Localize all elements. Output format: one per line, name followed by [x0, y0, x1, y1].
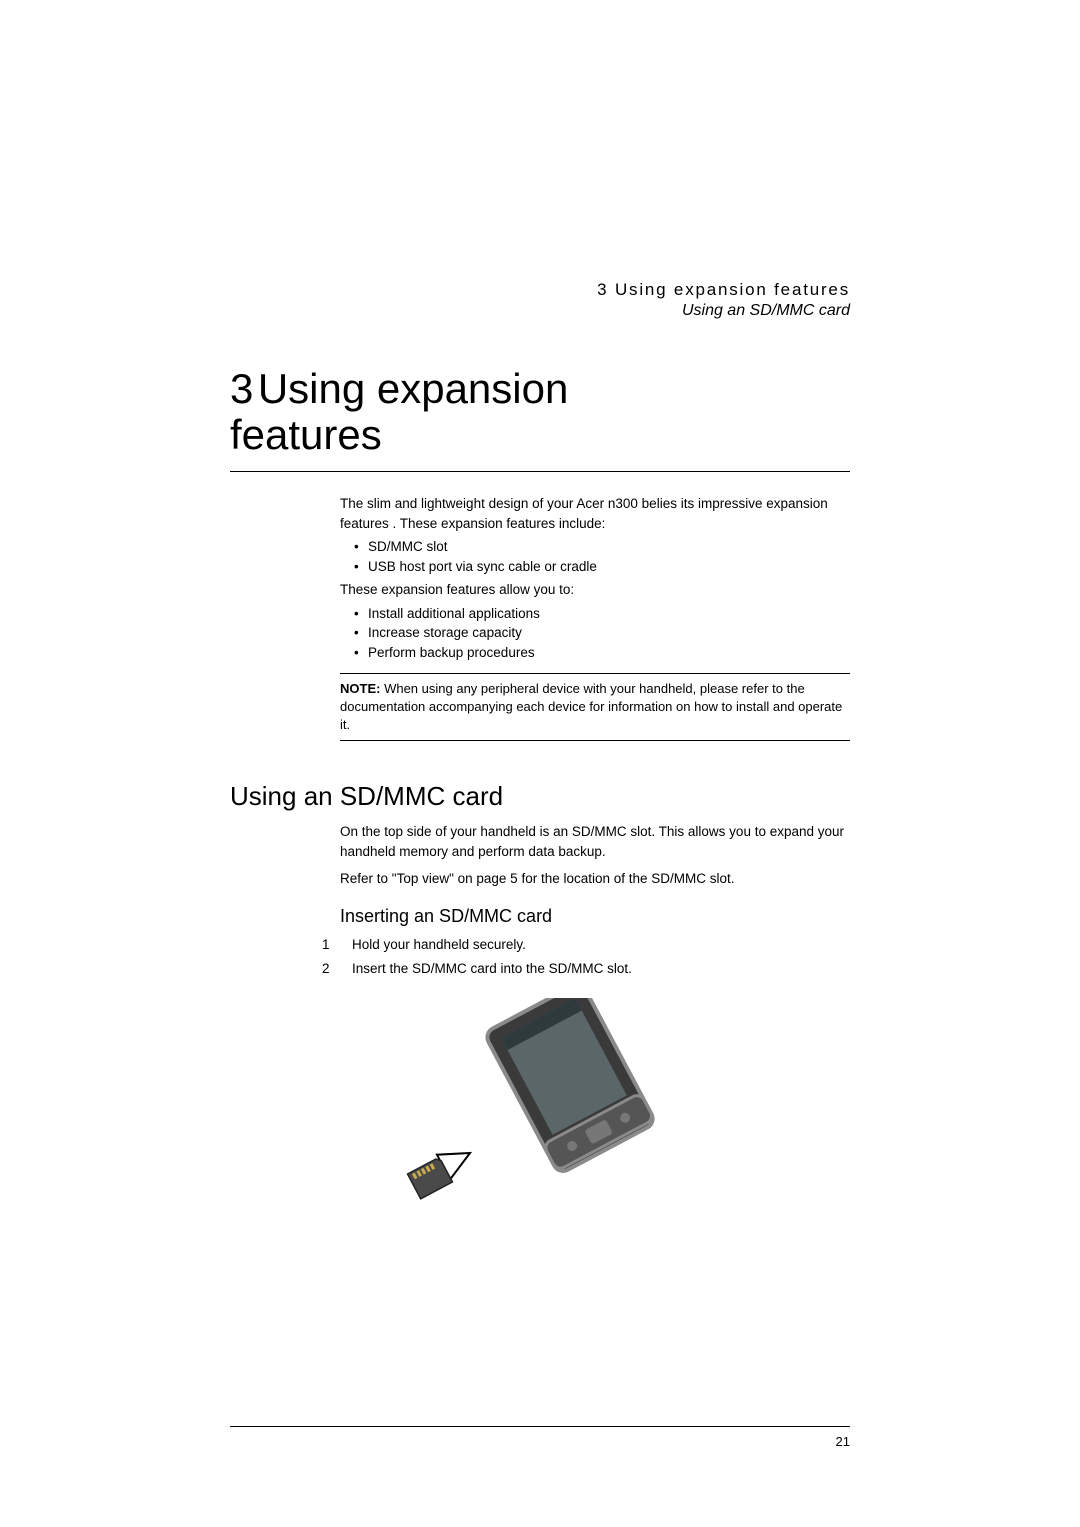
step-text: Hold your handheld securely.	[352, 935, 526, 955]
chapter-title: 3 Using expansion features	[230, 365, 850, 472]
bullet-item: SD/MMC slot	[354, 537, 850, 557]
section-body: On the top side of your handheld is an S…	[340, 822, 850, 1208]
step-text: Insert the SD/MMC card into the SD/MMC s…	[352, 959, 632, 979]
bullet-item: USB host port via sync cable or cradle	[354, 557, 850, 577]
section-paragraph-2: Refer to "Top view" on page 5 for the lo…	[340, 869, 850, 889]
note-box: NOTE: When using any peripheral device w…	[340, 673, 850, 742]
note-label: NOTE:	[340, 681, 380, 696]
sd-card-illustration	[400, 998, 700, 1208]
section-paragraph-1: On the top side of your handheld is an S…	[340, 822, 850, 861]
note-text: When using any peripheral device with yo…	[340, 681, 842, 732]
chapter-title-line2: features	[230, 413, 850, 457]
steps-list: 1 Hold your handheld securely. 2 Insert …	[322, 935, 850, 978]
step-item: 2 Insert the SD/MMC card into the SD/MMC…	[322, 959, 850, 979]
intro-bullets-2: Install additional applications Increase…	[354, 604, 850, 663]
page-number: 21	[836, 1434, 850, 1449]
intro-bullets-1: SD/MMC slot USB host port via sync cable…	[354, 537, 850, 576]
chapter-title-line1: Using expansion	[258, 365, 569, 412]
header-chapter-ref: 3 Using expansion features	[597, 280, 850, 300]
chapter-number: 3	[230, 365, 253, 412]
section-heading: Using an SD/MMC card	[230, 781, 850, 812]
intro-block: The slim and lightweight design of your …	[340, 494, 850, 741]
bullet-item: Perform backup procedures	[354, 643, 850, 663]
running-header: 3 Using expansion features Using an SD/M…	[597, 280, 850, 320]
header-section-ref: Using an SD/MMC card	[597, 302, 850, 320]
footer-rule	[230, 1426, 850, 1427]
intro-paragraph-1: The slim and lightweight design of your …	[340, 494, 850, 533]
subsection-heading: Inserting an SD/MMC card	[340, 903, 850, 929]
bullet-item: Install additional applications	[354, 604, 850, 624]
bullet-item: Increase storage capacity	[354, 623, 850, 643]
device-svg	[400, 998, 700, 1208]
document-page: 3 Using expansion features Using an SD/M…	[0, 0, 1080, 1527]
step-number: 2	[322, 959, 352, 979]
intro-paragraph-2: These expansion features allow you to:	[340, 580, 850, 600]
step-number: 1	[322, 935, 352, 955]
step-item: 1 Hold your handheld securely.	[322, 935, 850, 955]
